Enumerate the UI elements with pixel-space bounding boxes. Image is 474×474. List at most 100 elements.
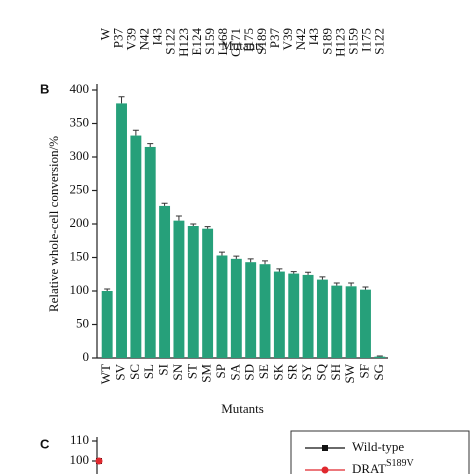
point [95,457,103,465]
x-tick-label: I175 [241,28,256,52]
bar [187,226,199,358]
x-tick-label: N42 [137,28,152,50]
x-tick-label: S159 [202,28,217,55]
x-tick-label: SG [371,364,386,381]
y-tick-label: 350 [70,114,90,129]
x-tick-label: E124 [189,28,204,56]
x-tick-label: S122 [163,28,178,55]
x-tick-label: SD [242,364,257,381]
error-bar [233,255,240,259]
error-bar [319,276,326,280]
y-tick-label: 0 [83,349,90,364]
y-tick-label: 150 [70,248,90,263]
x-axis-label: Mutants [221,38,264,53]
x-tick-label: SV [113,363,128,380]
bar [144,146,156,358]
x-tick-label: SR [285,364,300,380]
x-tick-label: V39 [124,28,139,50]
y-tick-label: 100 [70,282,90,297]
x-tick-label: SK [270,363,285,380]
x-tick-label: SE [256,364,271,379]
x-tick-label: ST [184,364,199,379]
x-tick-label: SL [141,364,156,379]
error-bar [247,258,254,263]
error-bar [305,271,312,275]
bar [259,264,271,358]
x-tick-label: S159 [345,28,360,55]
error-bar [276,268,283,272]
bar [230,258,242,358]
error-bar [333,282,340,286]
bar [245,262,257,358]
x-tick-label: SQ [313,363,328,380]
x-tick-label: P37 [111,28,126,49]
x-tick-label: S122 [371,28,386,55]
x-tick-label: SY [299,363,314,380]
bar [159,205,171,358]
bar [288,273,300,358]
x-tick-label: SP [213,364,228,378]
legend-marker [322,445,328,451]
bar [302,274,314,358]
error-bar [290,271,297,274]
bar [116,103,127,359]
x-tick-label: I43 [306,28,321,45]
error-bar [204,226,211,229]
error-bar [348,282,355,287]
x-tick-label: L168 [215,28,230,55]
bar [316,279,328,358]
y-tick-label: 250 [70,181,90,196]
x-tick-label: SW [342,363,357,383]
legend-name: Wild-type [352,439,404,454]
legend-label: DRATS189V [352,458,415,474]
y-axis-label: Relative whole-cell conversion/% [46,136,61,312]
x-tick-label: I175 [358,28,373,52]
x-tick-label: WT [98,364,113,384]
y-tick-label: 200 [70,215,90,230]
x-tick-label: SC [127,364,142,380]
error-bar [132,129,139,136]
bar [216,255,228,358]
y-tick-label: 400 [70,81,90,96]
x-axis-label: Mutants [221,401,264,416]
x-tick-label: SF [356,364,371,378]
x-tick-label: SH [328,364,343,381]
x-tick-label: V39 [280,28,295,50]
error-bar [147,143,154,147]
error-bar [218,251,225,256]
x-tick-label: H123 [332,28,347,57]
bar [130,135,142,358]
error-bar [190,223,197,227]
error-bar [161,202,168,206]
y-tick-label: 110 [70,432,89,447]
x-tick-label: H123 [176,28,191,57]
x-tick-label: G171 [228,28,243,57]
panel-label: B [40,81,49,96]
bar [101,291,113,358]
bar [273,271,285,358]
error-bar [376,355,383,357]
legend-box [290,430,470,474]
x-tick-label: I43 [150,28,165,45]
x-tick-label: P37 [267,28,282,49]
error-bar [175,215,182,221]
x-tick-label: S189 [254,28,269,55]
y-tick-label: 50 [76,315,89,330]
bar [202,228,214,358]
bar [345,286,357,358]
y-tick-label: 100 [70,452,90,467]
x-tick-label: SN [170,363,185,380]
bar [360,289,371,358]
legend-superscript: S189V [386,458,415,469]
legend-name: DRAT [352,461,386,474]
error-bar [104,288,111,291]
x-tick-label: SA [227,363,242,380]
panel-label: C [40,436,50,451]
x-tick-label: SM [199,364,214,383]
x-tick-label: N42 [293,28,308,50]
x-tick-label: W [98,27,113,40]
error-bar [362,286,369,290]
x-tick-label: S189 [319,28,334,55]
error-bar [262,260,269,265]
